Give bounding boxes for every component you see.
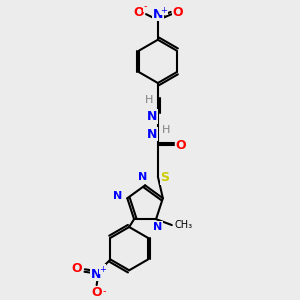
Text: N: N — [91, 268, 101, 281]
Text: H: H — [145, 95, 153, 105]
Text: +: + — [99, 265, 106, 274]
Text: O: O — [72, 262, 82, 275]
Text: N: N — [147, 110, 157, 123]
Text: O: O — [172, 6, 183, 19]
Text: N: N — [153, 222, 163, 232]
Text: -: - — [103, 286, 106, 296]
Text: -: - — [143, 1, 147, 11]
Text: S: S — [160, 171, 169, 184]
Text: O: O — [134, 6, 145, 19]
Text: O: O — [175, 139, 186, 152]
Text: CH₃: CH₃ — [175, 220, 193, 230]
Text: N: N — [139, 172, 148, 182]
Text: H: H — [162, 125, 170, 135]
Text: N: N — [153, 8, 163, 21]
Text: N: N — [147, 128, 157, 141]
Text: O: O — [91, 286, 102, 299]
Text: N: N — [113, 191, 122, 201]
Text: +: + — [160, 6, 167, 15]
